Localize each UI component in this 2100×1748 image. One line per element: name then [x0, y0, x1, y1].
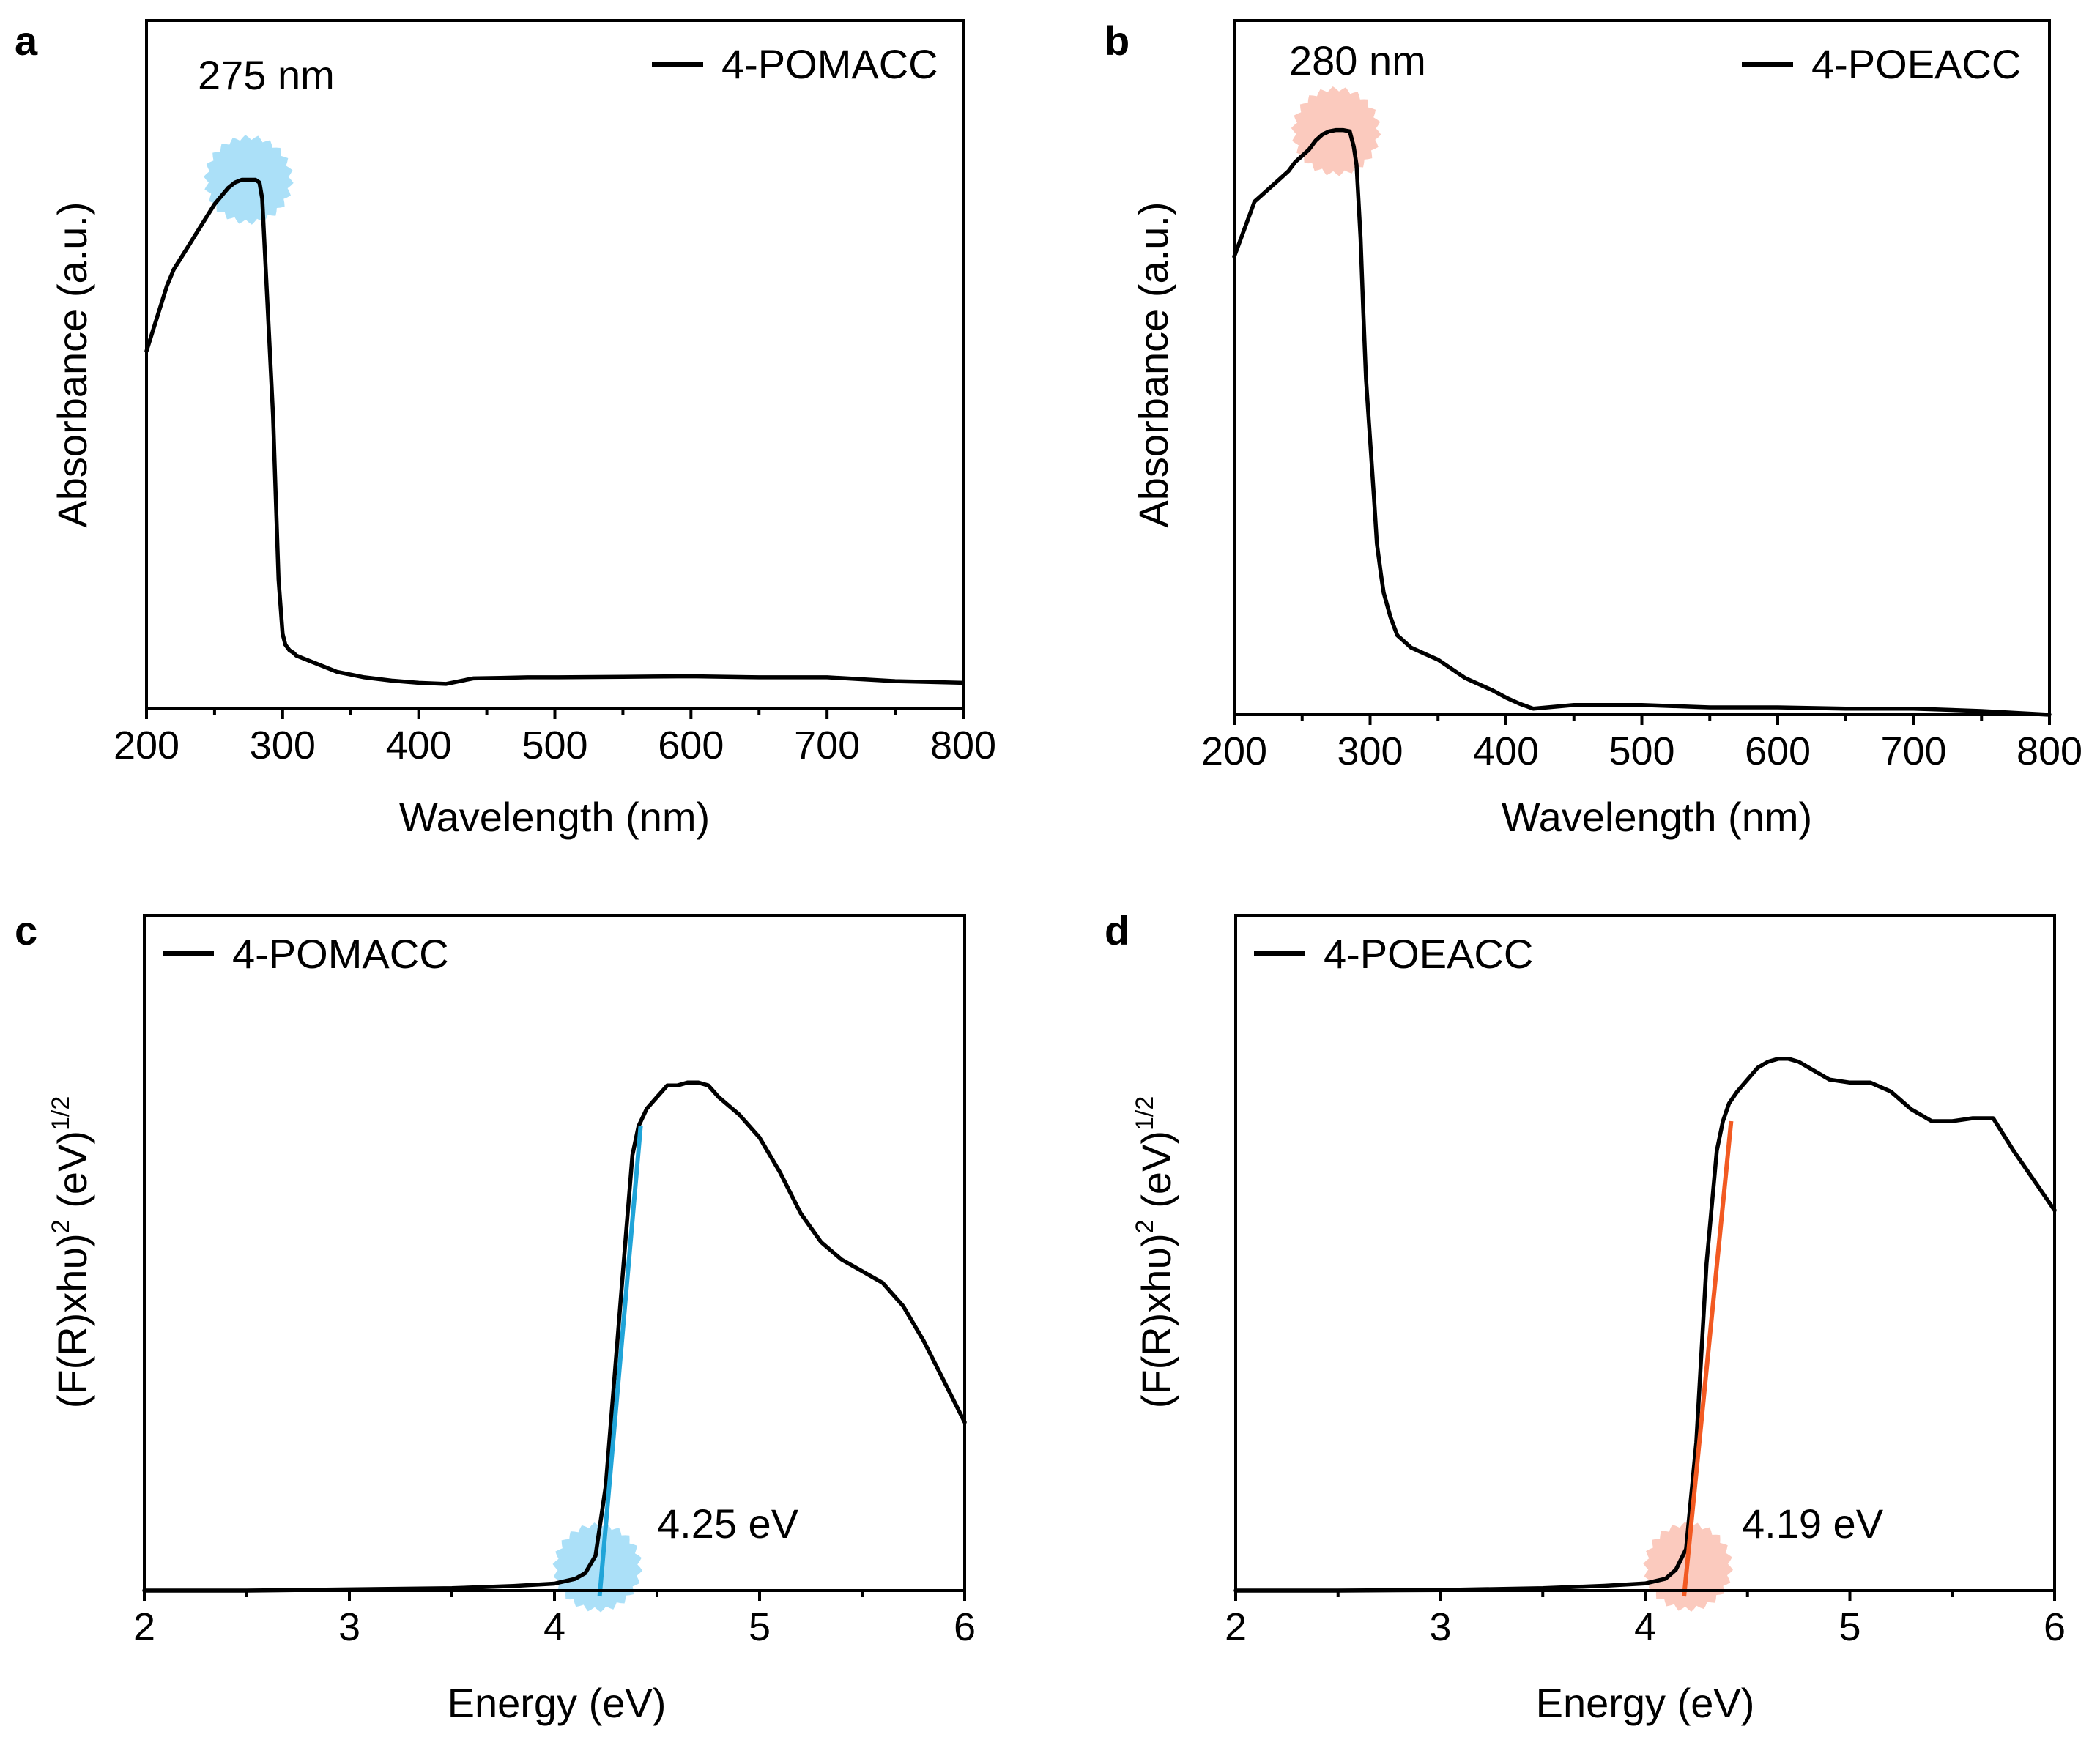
- panel-a-x-axis-title: Wavelength (nm): [399, 794, 710, 840]
- panel-d: d 2 3 4 5 6 Energy (eV) (F(R)xhυ)2 (eV)1/2 4…: [1105, 907, 2066, 1726]
- panel-c-y-axis-title: (F(R)xhυ)2 (eV)1/2: [47, 1096, 95, 1409]
- panel-a-x-tick-label: 400: [386, 724, 452, 767]
- panel-c-x-tick-label: 2: [133, 1605, 155, 1649]
- panel-c-x-ticks: 2 3 4 5 6: [133, 1591, 976, 1649]
- panel-b-y-axis-title: Absorbance (a.u.): [1130, 201, 1176, 527]
- panel-b-x-tick-label: 300: [1337, 729, 1403, 773]
- panel-d-x-tick-label: 3: [1429, 1605, 1451, 1649]
- panel-d-series-line: [1233, 1057, 2057, 1593]
- panel-letter-a: a: [15, 18, 38, 64]
- panel-b-x-axis-title: Wavelength (nm): [1502, 794, 1812, 840]
- panel-b-x-tick-label: 200: [1201, 729, 1267, 773]
- panel-d-x-tick-label: 2: [1225, 1605, 1247, 1649]
- panel-d-x-tick-label: 6: [2044, 1605, 2066, 1649]
- panel-a-x-tick-label: 800: [930, 724, 996, 767]
- panel-b-series-line: [1232, 127, 2052, 717]
- panel-letter-b: b: [1105, 18, 1129, 64]
- panel-d-x-tick-label: 5: [1839, 1605, 1860, 1649]
- panel-d-x-axis-title: Energy (eV): [1536, 1680, 1755, 1726]
- panel-d-frame: [1234, 914, 2056, 1592]
- panel-a-x-tick-label: 300: [250, 724, 316, 767]
- panel-letter-c: c: [15, 907, 37, 953]
- panel-c: c 2 3 4 5 6 Energy (eV) (F(R)xhυ)2 (eV)1/2 4…: [15, 907, 976, 1726]
- panel-b-marks: [1232, 86, 2052, 717]
- panel-b-x-tick-label: 800: [2016, 729, 2082, 773]
- panel-c-gap-label: 4.25 eV: [657, 1500, 799, 1547]
- panel-b-x-ticks: 200 300 400 500 600 700 800: [1201, 715, 2082, 773]
- panel-d-x-ticks: 2 3 4 5 6: [1225, 1591, 2066, 1649]
- panel-d-legend-label: 4-POEACC: [1324, 931, 1533, 977]
- panel-c-x-axis-title: Energy (eV): [448, 1680, 667, 1726]
- panel-c-marks: [142, 1080, 967, 1613]
- panel-a-x-tick-label: 600: [658, 724, 724, 767]
- panel-d-tangent-line: [1682, 1120, 1734, 1597]
- panel-c-series-line: [142, 1080, 967, 1593]
- panel-c-x-tick-label: 6: [954, 1605, 976, 1649]
- panel-a-x-tick-label: 200: [114, 724, 179, 767]
- panel-a-peak-label: 275 nm: [198, 52, 335, 98]
- panel-b-peak-label: 280 nm: [1289, 37, 1426, 83]
- panel-d-y-axis-title: (F(R)xhυ)2 (eV)1/2: [1131, 1096, 1179, 1409]
- panel-b-x-tick-label: 500: [1609, 729, 1674, 773]
- panel-a-legend-label: 4-POMACC: [721, 41, 938, 87]
- panel-b-x-tick-label: 700: [1880, 729, 1946, 773]
- panel-a-x-tick-label: 700: [794, 724, 860, 767]
- panel-c-tangent-line: [597, 1126, 643, 1597]
- panel-c-frame: [143, 914, 966, 1592]
- panel-d-x-tick-label: 4: [1634, 1605, 1656, 1649]
- panel-d-gap-label: 4.19 eV: [1742, 1500, 1884, 1547]
- panel-letter-d: d: [1105, 907, 1129, 953]
- panel-b-x-tick-label: 600: [1745, 729, 1811, 773]
- panel-b: b 200 300 400 500 600 700 800 Wavelength (nm) …: [1105, 18, 2082, 840]
- panel-b-legend-label: 4-POEACC: [1811, 41, 2021, 87]
- panel-a-x-tick-label: 500: [522, 724, 587, 767]
- panel-a-x-ticks: 200 300 400 500 600 700 800: [114, 709, 996, 767]
- panel-a-marks: [144, 135, 965, 686]
- panel-a-y-axis-title: Absorbance (a.u.): [49, 201, 95, 527]
- panel-a-series-line: [144, 177, 965, 686]
- panel-c-legend-label: 4-POMACC: [232, 931, 449, 977]
- panel-c-x-tick-label: 5: [749, 1605, 771, 1649]
- panel-b-x-tick-label: 400: [1473, 729, 1539, 773]
- panel-c-x-tick-label: 3: [338, 1605, 360, 1649]
- panel-c-x-tick-label: 4: [543, 1605, 565, 1649]
- panel-a: a 200 300 400 500 600 700 800 Wavelength (nm) …: [15, 18, 996, 840]
- panel-d-marks: [1233, 1057, 2057, 1612]
